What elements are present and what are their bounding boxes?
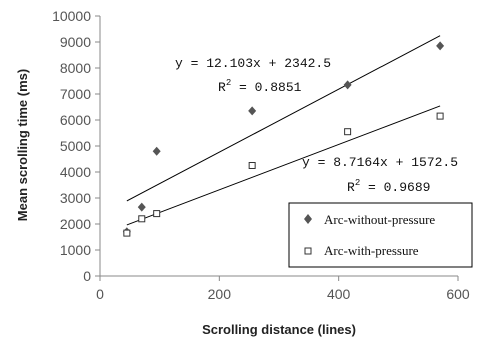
r-squared-arc-without-pressure: R2 = 0.8851 xyxy=(218,78,302,95)
trendline-arc-with-pressure xyxy=(126,105,441,226)
x-axis-title: Scrolling distance (lines) xyxy=(202,322,356,337)
point-arc-without-pressure xyxy=(436,41,445,51)
legend-marker-square xyxy=(304,247,312,255)
point-arc-without-pressure xyxy=(343,80,352,90)
x-tick-label: 600 xyxy=(446,286,470,302)
y-tick-label: 0 xyxy=(83,268,91,284)
y-tick-label: 3000 xyxy=(60,190,91,206)
y-axis-ticks: 0 1000 2000 3000 4000 5000 6000 7000 8000 9000 100… xyxy=(52,8,100,284)
legend: Arc-without-pressure Arc-with-pressure xyxy=(288,202,473,268)
y-tick-label: 4000 xyxy=(60,164,91,180)
point-arc-with-pressure xyxy=(123,229,131,237)
point-arc-without-pressure xyxy=(137,202,146,212)
point-arc-with-pressure xyxy=(344,128,352,136)
x-tick-label: 200 xyxy=(208,286,232,302)
legend-label-arc-without-pressure: Arc-without-pressure xyxy=(324,212,435,227)
y-tick-label: 6000 xyxy=(60,112,91,128)
y-tick-label: 2000 xyxy=(60,216,91,232)
y-tick-label: 1000 xyxy=(60,242,91,258)
point-arc-with-pressure xyxy=(436,112,444,120)
x-tick-label: 0 xyxy=(96,286,104,302)
legend-marker-diamond xyxy=(304,214,312,224)
equation-arc-without-pressure: y = 12.103x + 2342.5 xyxy=(175,56,331,71)
trendlines xyxy=(126,35,441,226)
y-tick-label: 5000 xyxy=(60,138,91,154)
plot-area: 0100020003000400050006000700080009000100… xyxy=(52,8,470,302)
x-tick-label: 400 xyxy=(327,286,351,302)
point-arc-with-pressure xyxy=(248,162,256,169)
y-tick-label: 7000 xyxy=(60,86,91,102)
y-tick-label: 9000 xyxy=(60,34,91,50)
x-axis-ticks: 0 200 400 600 xyxy=(96,276,470,302)
y-tick-label: 8000 xyxy=(60,60,91,76)
r-squared-arc-with-pressure: R2 = 0.9689 xyxy=(347,178,430,195)
point-arc-with-pressure xyxy=(138,215,146,223)
legend-label-arc-with-pressure: Arc-with-pressure xyxy=(324,243,419,258)
legend-box xyxy=(288,202,473,268)
data-points xyxy=(122,41,445,237)
y-tick-label: 10000 xyxy=(52,8,91,24)
point-arc-without-pressure xyxy=(248,106,257,116)
point-arc-with-pressure xyxy=(153,210,161,218)
y-axis-title: Mean scrolling time (ms) xyxy=(15,69,30,221)
point-arc-without-pressure xyxy=(152,146,161,156)
equation-arc-with-pressure: y = 8.7164x + 1572.5 xyxy=(302,155,458,170)
trendline-arc-without-pressure xyxy=(126,35,441,202)
